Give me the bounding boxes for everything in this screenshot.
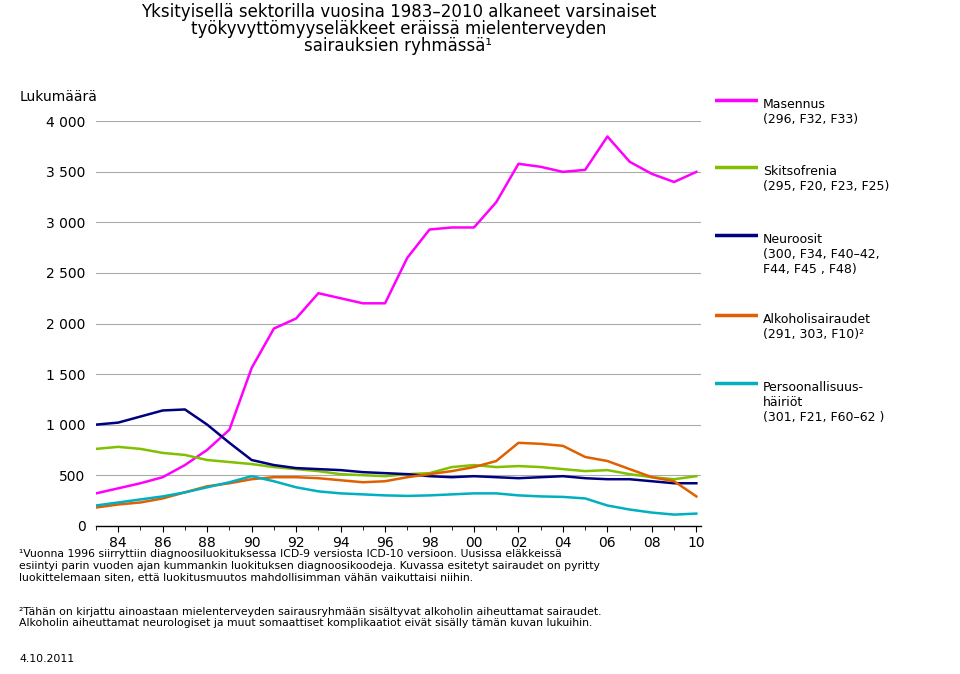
Text: Persoonallisuus-
häiriöt
(301, F21, F60–62 ): Persoonallisuus- häiriöt (301, F21, F60–… [763, 381, 884, 424]
Text: ²Tähän on kirjattu ainoastaan mielenterveyden sairausryhmään sisältyvat alkoholi: ²Tähän on kirjattu ainoastaan mielenterv… [19, 607, 602, 628]
Text: sairauksien ryhmässä¹: sairauksien ryhmässä¹ [304, 37, 492, 55]
Text: Lukumäärä: Lukumäärä [19, 90, 97, 104]
Text: Yksityisellä sektorilla vuosina 1983–2010 alkaneet varsinaiset: Yksityisellä sektorilla vuosina 1983–201… [141, 3, 656, 22]
Text: Neuroosit
(300, F34, F40–42,
F44, F45 , F48): Neuroosit (300, F34, F40–42, F44, F45 , … [763, 233, 879, 276]
Text: Masennus
(296, F32, F33): Masennus (296, F32, F33) [763, 98, 858, 126]
Text: 4.10.2011: 4.10.2011 [19, 654, 74, 664]
Text: työkyvyttömyyseläkkeet eräissä mielenterveyden: työkyvyttömyyseläkkeet eräissä mielenter… [191, 20, 606, 38]
Text: Skitsofrenia
(295, F20, F23, F25): Skitsofrenia (295, F20, F23, F25) [763, 165, 890, 193]
Text: ¹Vuonna 1996 siirryttiin diagnoosiluokituksessa ICD-9 versiosta ICD-10 versioon.: ¹Vuonna 1996 siirryttiin diagnoosiluokit… [19, 549, 600, 582]
Text: Alkoholisairaudet
(291, 303, F10)²: Alkoholisairaudet (291, 303, F10)² [763, 313, 872, 342]
